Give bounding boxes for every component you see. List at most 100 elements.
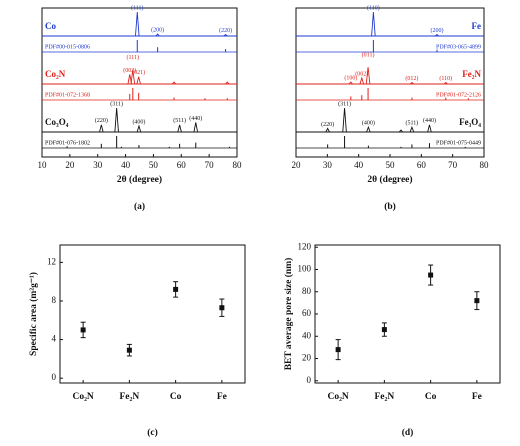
x-tick-label: 60 — [177, 160, 187, 170]
x-tick-label: 40 — [354, 160, 364, 170]
diffraction-peak — [193, 122, 199, 133]
series-label: Co — [45, 21, 56, 31]
y-tick-label: 80 — [302, 286, 312, 296]
diffraction-peak — [171, 81, 177, 85]
x-tick-label: 30 — [93, 160, 103, 170]
peak-label: (220) — [95, 117, 108, 124]
diffraction-peak — [371, 11, 376, 37]
data-point — [335, 347, 341, 353]
x-tick-label: 80 — [233, 160, 243, 170]
diffraction-peak — [223, 33, 228, 37]
plot-frame — [314, 244, 501, 384]
y-tick-label: 40 — [302, 330, 312, 340]
diffraction-peak — [409, 125, 415, 133]
x-tick-label: 60 — [417, 160, 427, 170]
series-label: Co₃O₄ — [45, 117, 69, 127]
x-tick-label: Co₂N — [72, 392, 93, 402]
data-point — [428, 272, 434, 278]
x-tick-label: Fe₂N — [375, 392, 395, 402]
peak-label: (220) — [219, 27, 232, 34]
peak-label: (440) — [423, 117, 436, 124]
peak-label: (440) — [189, 115, 202, 122]
peak-label: (311) — [110, 100, 123, 107]
x-tick-label: 50 — [149, 160, 159, 170]
diffraction-peak — [114, 107, 119, 133]
reference-label: PDF#01-072-1368 — [45, 92, 90, 98]
peak-label: (311) — [338, 100, 351, 107]
x-tick-label: 20 — [292, 160, 302, 170]
panel-label: (a) — [134, 201, 145, 212]
diffraction-peak — [348, 81, 353, 85]
data-point — [126, 347, 132, 353]
peak-label: (511) — [406, 120, 419, 127]
peak-label: (011) — [362, 52, 375, 59]
data-point — [381, 327, 387, 333]
y-tick-label: 0 — [307, 375, 312, 385]
diffraction-peak — [225, 81, 230, 85]
diffraction-peak — [434, 33, 440, 37]
diffraction-peak — [443, 81, 448, 85]
x-tick-label: Co — [425, 392, 437, 402]
x-axis-label: 2θ (degree) — [367, 174, 412, 185]
peak-label: (002) — [355, 70, 368, 77]
y-tick-label: 20 — [302, 353, 312, 363]
x-tick-label: 40 — [121, 160, 131, 170]
y-axis-label: BET average pore size (nm) — [283, 258, 294, 371]
y-tick-label: 100 — [298, 264, 312, 274]
x-tick-label: 80 — [480, 160, 490, 170]
data-point — [474, 298, 480, 304]
x-tick-label: 50 — [386, 160, 396, 170]
diffraction-peak — [365, 67, 371, 85]
peak-label: (100) — [344, 74, 357, 81]
peak-label: (200) — [431, 27, 444, 34]
peak-label: (111) — [131, 4, 144, 11]
diffraction-peak — [427, 124, 432, 133]
x-tick-label: 20 — [65, 160, 75, 170]
plot-frame — [41, 7, 238, 158]
y-tick-label: 60 — [302, 308, 312, 318]
panel-label: (d) — [402, 427, 414, 438]
plot-frame — [59, 244, 246, 384]
diffraction-peak — [325, 127, 330, 133]
diffraction-peak — [409, 81, 415, 85]
series-label: Fe — [472, 21, 482, 31]
diffraction-peak — [366, 125, 371, 133]
x-tick-label: Co — [170, 392, 182, 402]
peak-label: (220) — [321, 121, 334, 128]
diffraction-peak — [177, 124, 182, 133]
x-tick-label: 10 — [38, 160, 48, 170]
peak-label: (110) — [439, 75, 452, 82]
y-axis-label: Specific area (m²g⁻¹) — [28, 272, 39, 356]
series-label: Co₂N — [45, 69, 66, 79]
peak-label: (002) — [123, 67, 136, 74]
y-tick-label: 4 — [52, 334, 57, 344]
peak-label: (511) — [173, 117, 186, 124]
y-tick-label: 120 — [298, 241, 312, 251]
peak-label: (110) — [367, 4, 380, 11]
diffraction-peak — [398, 129, 404, 133]
y-tick-label: 8 — [52, 295, 57, 305]
diffraction-peak — [359, 76, 365, 85]
diffraction-peak — [135, 11, 140, 37]
peak-label: (111) — [127, 54, 140, 61]
peak-label: (021) — [132, 69, 145, 76]
reference-label: PDF#03-065-4899 — [436, 44, 481, 50]
peak-label: (400) — [132, 118, 145, 125]
reference-label: PDF#01-072-2126 — [436, 92, 481, 98]
peak-label: (400) — [362, 120, 375, 127]
diffraction-peak — [99, 124, 104, 133]
x-tick-label: Fe₂N — [120, 392, 140, 402]
panel-label: (c) — [147, 427, 158, 438]
x-axis-label: 2θ (degree) — [117, 174, 162, 185]
x-tick-label: Fe — [217, 392, 227, 402]
series-label: Fe₃O₄ — [459, 117, 481, 127]
panel-label: (b) — [384, 201, 396, 212]
diffraction-peak — [342, 107, 347, 133]
x-tick-label: 70 — [448, 160, 458, 170]
x-tick-label: 30 — [323, 160, 333, 170]
reference-label: PDF#01-076-1802 — [45, 140, 90, 146]
reference-label: PDF#00-015-0806 — [45, 44, 90, 50]
reference-label: PDF#01-075-0449 — [436, 140, 481, 146]
diffraction-peak — [155, 33, 160, 37]
